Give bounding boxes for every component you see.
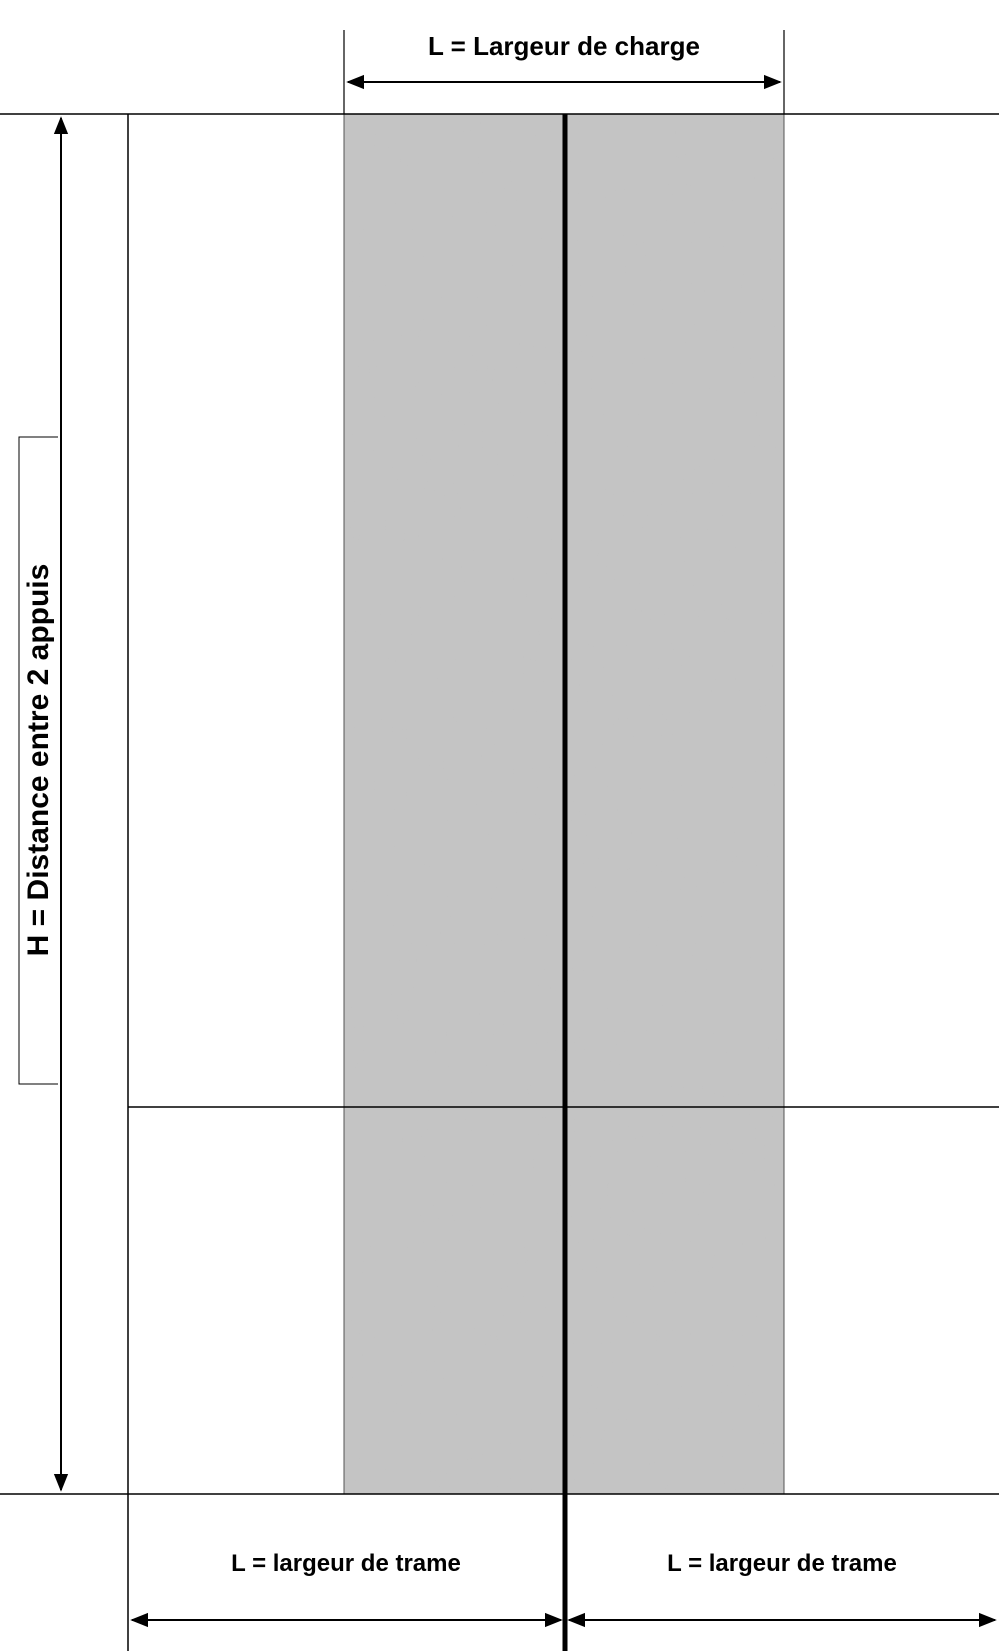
bottom-right-label: L = largeur de trame <box>667 1550 897 1577</box>
top-label: L = Largeur de charge <box>428 31 700 61</box>
bottom-left-label: L = largeur de trame <box>231 1550 461 1577</box>
left-label: H = Distance entre 2 appuis <box>22 564 55 957</box>
label-box <box>18 436 58 1085</box>
